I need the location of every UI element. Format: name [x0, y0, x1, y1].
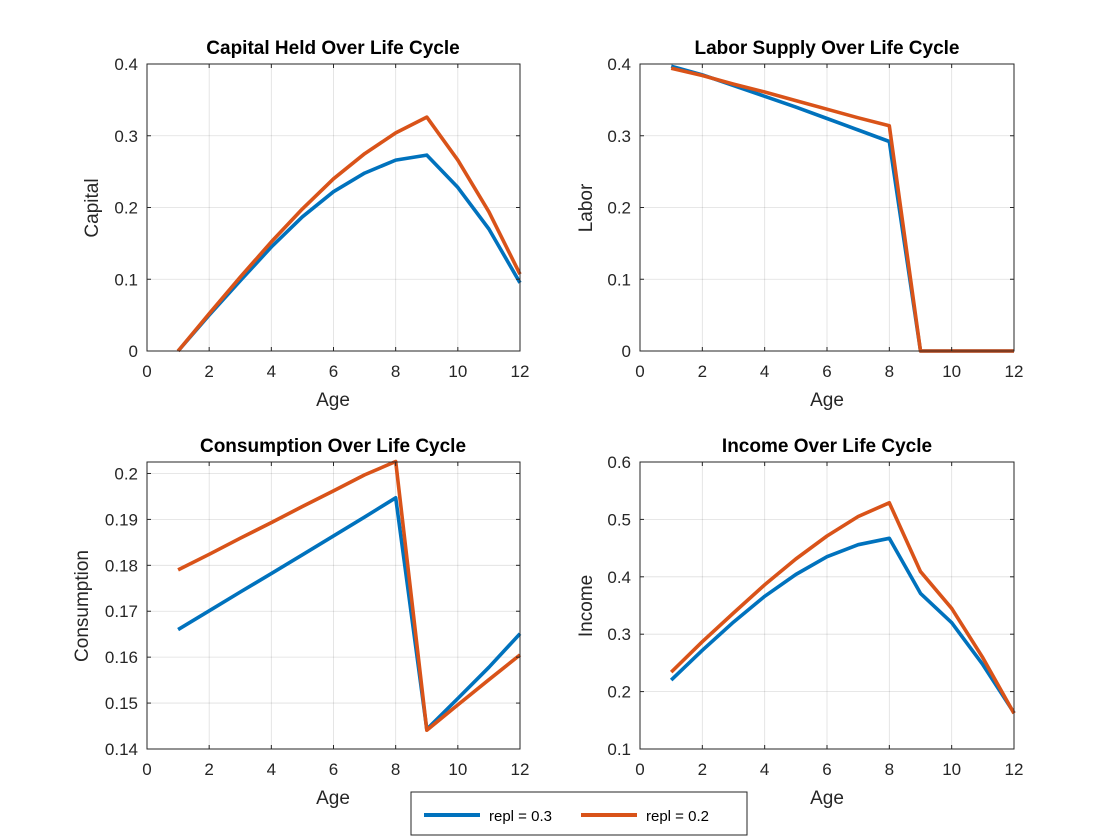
- x-tick-label: 12: [1005, 760, 1024, 779]
- y-tick-label: 0.1: [114, 270, 138, 289]
- x-tick-label: 2: [698, 760, 707, 779]
- subplot-title: Income Over Life Cycle: [722, 436, 932, 457]
- x-tick-label: 4: [267, 362, 276, 381]
- y-tick-label: 0: [622, 342, 631, 361]
- series-line-repl-0-3: [669, 536, 1016, 714]
- y-tick-label: 0.3: [607, 625, 631, 644]
- x-tick-label: 2: [204, 760, 213, 779]
- series-line-repl-0-2: [177, 459, 522, 733]
- x-tick-label: 6: [822, 362, 831, 381]
- subplot-income: Income Over Life Cycle Age Income 0 2 4 6 8 1…: [576, 436, 1023, 809]
- x-tick-label: 4: [267, 760, 276, 779]
- plot-area: 0 2 4 6 8 10 12 0.1 0.2 0.3 0.4 0.5 0.6: [607, 453, 1023, 779]
- y-tick-label: 0.15: [105, 694, 138, 713]
- axes-background: [640, 462, 1014, 749]
- y-tick-label: 0.5: [607, 510, 631, 529]
- y-tick-label: 0.17: [105, 602, 138, 621]
- series-line-repl-0-3: [177, 495, 522, 732]
- y-tick-label: 0.6: [607, 453, 631, 472]
- y-tick-label: 0.19: [105, 510, 138, 529]
- series-line-repl-0-3: [176, 153, 522, 353]
- x-tick-label: 0: [142, 362, 151, 381]
- x-tick-label: 2: [204, 362, 213, 381]
- y-tick-label: 0.1: [607, 270, 631, 289]
- legend-label-repl-0-2: repl = 0.2: [646, 808, 709, 825]
- x-tick-label: 8: [885, 362, 894, 381]
- subplot-capital: Capital Held Over Life Cycle Age Capital…: [82, 38, 529, 411]
- y-tick-label: 0.2: [114, 464, 138, 483]
- x-tick-label: 8: [885, 760, 894, 779]
- y-tick-label: 0.16: [105, 648, 138, 667]
- x-tick-label: 0: [142, 760, 151, 779]
- x-tick-label: 2: [698, 362, 707, 381]
- y-tick-label: 0.4: [607, 568, 631, 587]
- x-tick-label: 6: [329, 362, 338, 381]
- x-tick-label: 0: [635, 760, 644, 779]
- subplot-title: Consumption Over Life Cycle: [200, 436, 466, 457]
- y-axis-label: Income: [576, 575, 597, 637]
- x-tick-label: 12: [511, 362, 530, 381]
- series-line-repl-0-2: [176, 115, 522, 353]
- x-tick-label: 4: [760, 362, 769, 381]
- x-tick-label: 6: [822, 760, 831, 779]
- x-tick-label: 12: [1005, 362, 1024, 381]
- x-tick-label: 8: [391, 760, 400, 779]
- legend-label-repl-0-3: repl = 0.3: [489, 808, 552, 825]
- axes-background: [640, 64, 1014, 351]
- x-tick-label: 10: [942, 362, 961, 381]
- y-tick-label: 0.2: [607, 199, 631, 218]
- x-axis-label: Age: [810, 788, 844, 809]
- plot-area: 0 2 4 6 8 10 12 0 0.1 0.2 0.3 0.4: [607, 55, 1023, 381]
- y-axis-label: Capital: [82, 178, 103, 237]
- y-tick-label: 0: [129, 342, 138, 361]
- x-tick-label: 10: [448, 760, 467, 779]
- y-tick-label: 0.4: [607, 55, 631, 74]
- subplot-title: Labor Supply Over Life Cycle: [694, 38, 959, 59]
- axes-background: [147, 462, 520, 749]
- x-axis-label: Age: [316, 390, 350, 411]
- x-axis-label: Age: [810, 390, 844, 411]
- axes-background: [147, 64, 520, 351]
- x-tick-label: 10: [448, 362, 467, 381]
- legend: repl = 0.3 repl = 0.2: [410, 791, 748, 836]
- plot-area: 0 2 4 6 8 10 12 0.14 0.15 0.16 0.17 0.18 0.19 0.2: [105, 459, 530, 779]
- y-tick-label: 0.3: [114, 127, 138, 146]
- x-tick-label: 8: [391, 362, 400, 381]
- x-tick-label: 6: [329, 760, 338, 779]
- x-tick-label: 4: [760, 760, 769, 779]
- x-axis-label: Age: [316, 788, 350, 809]
- y-axis-label: Consumption: [72, 550, 93, 662]
- y-tick-label: 0.14: [105, 740, 138, 759]
- x-tick-label: 12: [511, 760, 530, 779]
- y-tick-label: 0.4: [114, 55, 138, 74]
- subplot-labor: Labor Supply Over Life Cycle Age Labor 0…: [576, 38, 1023, 411]
- y-tick-label: 0.2: [607, 683, 631, 702]
- x-tick-label: 0: [635, 362, 644, 381]
- plot-area: 0 2 4 6 8 10 12 0 0.1 0.2 0.3 0.4: [114, 55, 529, 381]
- subplot-title: Capital Held Over Life Cycle: [206, 38, 459, 59]
- series-line-repl-0-2: [669, 500, 1016, 715]
- subplot-consumption: Consumption Over Life Cycle Age Consumpt…: [72, 436, 529, 809]
- y-tick-label: 0.2: [114, 199, 138, 218]
- y-tick-label: 0.18: [105, 556, 138, 575]
- y-tick-label: 0.3: [607, 127, 631, 146]
- x-tick-label: 10: [942, 760, 961, 779]
- y-axis-label: Labor: [576, 183, 597, 232]
- y-tick-label: 0.1: [607, 740, 631, 759]
